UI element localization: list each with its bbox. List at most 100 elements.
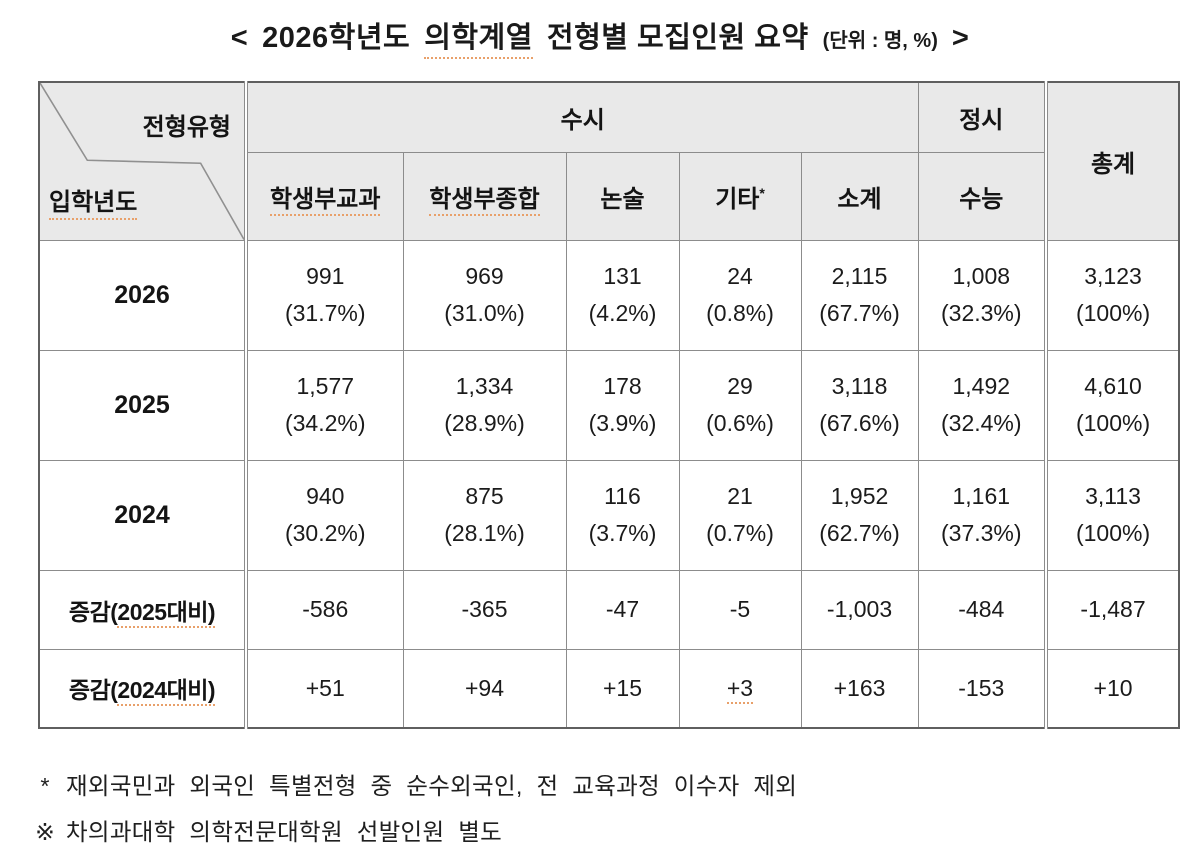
diff-cell: -1,003: [800, 569, 919, 650]
title-open-bracket: <: [230, 22, 249, 54]
diff-cell: -5: [678, 569, 802, 650]
count-value: 991: [306, 263, 345, 289]
diff-label-year: 2025대비): [117, 598, 216, 628]
footnote-text: 재외국민과 외국인 특별전형 중 순수외국인, 전 교육과정 이수자 제외: [66, 773, 798, 799]
diff-label-prefix: 증감(: [68, 598, 118, 625]
data-cell: 1,008 (32.3%): [917, 239, 1047, 351]
diff-label-prefix: 증감(: [68, 677, 118, 704]
title-medical-field: 의학계열: [424, 14, 533, 59]
diff-cell: -153: [917, 648, 1047, 729]
col-header-sogye: 소계: [800, 151, 919, 241]
diff-cell: -47: [565, 569, 680, 650]
row-label-2025: 2025: [38, 349, 247, 461]
count-value: 116: [604, 483, 641, 509]
diff-label-year: 2024대비): [117, 677, 216, 707]
title-main: 전형별 모집인원 요약: [546, 22, 809, 54]
col-header-nonsul: 논술: [565, 151, 680, 241]
percent-value: (30.2%): [284, 520, 366, 546]
col-header-suneung-label: 수능: [959, 185, 1004, 213]
total-cell: 4,610 (100%): [1044, 349, 1180, 461]
footnote-text: 차의과대학 의학전문대학원 선발인원 별도: [66, 819, 503, 845]
header-row-groups: 전형유형 입학년도 수시 정시 총계: [38, 81, 1180, 241]
col-header-nonsul-label: 논술: [600, 185, 645, 213]
row-label-diff-2024: 증감(2024대비): [38, 648, 247, 729]
group-header-jeongsi: 정시: [917, 81, 1047, 153]
diff-cell: -365: [402, 569, 567, 650]
col-header-jonghap-label: 학생부종합: [429, 185, 540, 216]
table-row-2024: 2024 940 (30.2%) 875 (28.1%) 116 (3.7%) 21 (…: [38, 459, 1180, 571]
diff-cell: -484: [917, 569, 1047, 650]
count-value: 4,610: [1084, 373, 1142, 399]
data-cell: 1,334 (28.9%): [402, 349, 567, 461]
diff-value-underlined: +3: [726, 674, 754, 704]
percent-value: (32.4%): [941, 410, 1022, 436]
count-value: 1,008: [952, 263, 1011, 289]
percent-value: (37.3%): [941, 520, 1022, 546]
col-header-gyogwa: 학생부교과: [244, 151, 404, 241]
percent-value: (31.0%): [444, 300, 525, 326]
footnotes: * 재외국민과 외국인 특별전형 중 순수외국인, 전 교육과정 이수자 제외 ※…: [30, 763, 1200, 855]
percent-value: (62.7%): [819, 520, 900, 546]
percent-value: (100%): [1075, 300, 1151, 326]
data-cell: 3,118 (67.6%): [800, 349, 919, 461]
table-row-2025: 2025 1,577 (34.2%) 1,334 (28.9%) 178 (3.9%)…: [38, 349, 1180, 461]
group-header-total: 총계: [1044, 81, 1180, 241]
diff-cell: +51: [244, 648, 404, 729]
diff-cell: +163: [800, 648, 919, 729]
percent-value: (31.7%): [284, 300, 366, 326]
data-cell: 116 (3.7%): [565, 459, 680, 571]
row-label-2024: 2024: [38, 459, 247, 571]
percent-value: (34.2%): [284, 410, 366, 436]
data-cell: 24 (0.8%): [678, 239, 802, 351]
title-unit-note: (단위 : 명, %): [822, 30, 938, 52]
table-row-2026: 2026 991 (31.7%) 969 (31.0%) 131 (4.2%) 24 (…: [38, 239, 1180, 351]
col-header-sogye-label: 소계: [837, 185, 882, 213]
row-label-2026: 2026: [38, 239, 247, 351]
gita-asterisk: *: [759, 184, 765, 201]
count-value: 178: [603, 373, 642, 399]
count-value: 1,161: [952, 483, 1011, 509]
page-title: < 2026학년도 의학계열 전형별 모집인원 요약 (단위 : 명, %) >: [0, 0, 1200, 59]
footnote-reference: ※ 차의과대학 의학전문대학원 선발인원 별도: [30, 809, 1200, 855]
count-value: 3,123: [1084, 263, 1142, 289]
count-value: 24: [727, 263, 753, 289]
count-value: 969: [465, 263, 504, 289]
admission-summary-table: 전형유형 입학년도 수시 정시 총계 학생부교과 학생부종합 논술 기타* 소계…: [38, 81, 1181, 729]
diff-total-cell: +10: [1044, 648, 1180, 729]
total-cell: 3,113 (100%): [1044, 459, 1180, 571]
count-value: 940: [306, 483, 345, 509]
percent-value: (0.7%): [706, 520, 774, 546]
diff-cell: -586: [244, 569, 404, 650]
percent-value: (0.6%): [706, 410, 774, 436]
corner-cell: 전형유형 입학년도: [38, 81, 247, 241]
data-cell: 875 (28.1%): [402, 459, 567, 571]
data-cell: 1,492 (32.4%): [917, 349, 1047, 461]
count-value: 875: [465, 483, 504, 509]
data-cell: 2,115 (67.7%): [800, 239, 919, 351]
table-row-diff-2024: 증감(2024대비) +51 +94 +15 +3 +163 -153 +10: [38, 648, 1180, 729]
count-value: 21: [727, 483, 753, 509]
percent-value: (67.6%): [819, 410, 900, 436]
header-row-columns: 학생부교과 학생부종합 논술 기타* 소계 수능: [39, 151, 1179, 241]
count-value: 131: [603, 263, 642, 289]
col-header-gyogwa-label: 학생부교과: [270, 185, 381, 216]
diagonal-divider: [40, 83, 244, 240]
percent-value: (3.9%): [588, 410, 657, 436]
percent-value: (4.2%): [588, 300, 657, 326]
count-value: 1,952: [830, 483, 889, 509]
count-value: 2,115: [831, 263, 888, 289]
total-cell: 3,123 (100%): [1044, 239, 1180, 351]
data-cell: 991 (31.7%): [244, 239, 404, 351]
group-header-susi: 수시: [243, 81, 919, 153]
count-value: 1,334: [455, 373, 514, 399]
title-year: 2026학년도: [262, 22, 411, 54]
title-close-bracket: >: [951, 22, 970, 54]
count-value: 1,492: [952, 373, 1011, 399]
percent-value: (32.3%): [941, 300, 1022, 326]
data-cell: 21 (0.7%): [678, 459, 802, 571]
percent-value: (28.9%): [444, 410, 525, 436]
col-header-gita-label: 기타: [715, 185, 760, 213]
data-cell: 131 (4.2%): [565, 239, 680, 351]
percent-value: (67.7%): [819, 300, 900, 326]
count-value: 3,113: [1085, 483, 1141, 509]
